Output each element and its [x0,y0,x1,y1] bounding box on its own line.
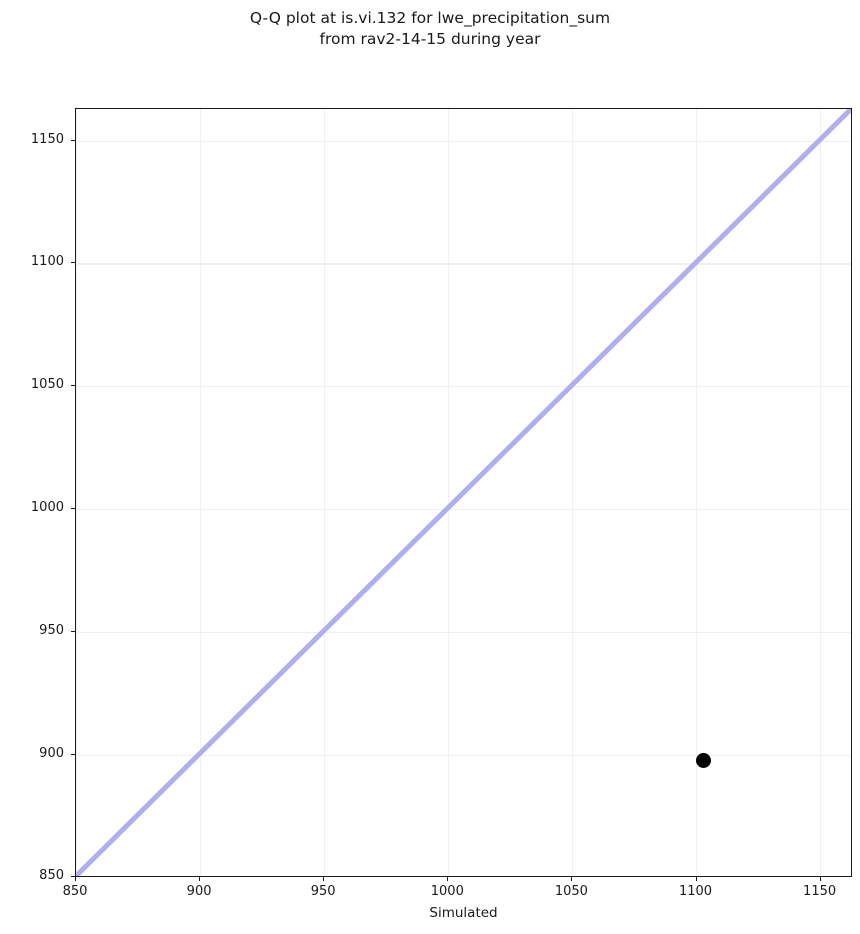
gridline-vertical [76,109,77,876]
gridline-vertical [199,109,201,876]
plot-area [75,108,852,877]
tick-label-x: 1100 [678,884,713,899]
tick-label-x: 1150 [803,884,837,899]
tick-mark-x [447,877,449,881]
gridline-vertical [820,109,822,876]
gridline-vertical [695,109,698,876]
tick-mark-y [71,508,75,510]
gridline-horizontal [76,754,851,756]
tick-label-y: 950 [39,622,64,638]
tick-mark-y [71,630,75,632]
tick-label-x: 950 [310,884,336,899]
data-point [696,753,711,768]
tick-label-x: 850 [62,884,88,899]
tick-label-y: 900 [39,745,64,761]
tick-label-x: 1000 [430,884,464,899]
x-axis-label: Simulated [429,905,498,921]
tick-label-y: 1100 [30,254,64,270]
tick-mark-x [819,877,821,881]
tick-mark-x [571,877,573,881]
gridline-vertical [447,109,449,876]
gridline-horizontal [76,140,851,142]
tick-mark-y [71,385,75,387]
tick-label-x: 900 [186,884,212,899]
gridline-horizontal [76,509,851,511]
tick-mark-x [695,877,697,881]
tick-mark-x [75,877,77,881]
tick-mark-x [323,877,325,881]
tick-mark-x [199,877,201,881]
gridline-horizontal [76,631,851,634]
tick-label-y: 1050 [30,377,64,393]
gridline-vertical [323,109,325,876]
tick-label-y: 1150 [30,131,64,147]
tick-mark-y [71,876,75,878]
tick-mark-y [71,753,75,755]
gridline-horizontal [76,263,851,265]
identity-reference-line [76,109,851,876]
tick-mark-y [71,262,75,264]
chart-title: Q-Q plot at is.vi.132 for lwe_precipitat… [249,9,611,48]
gridline-horizontal [76,386,851,388]
tick-label-y: 850 [39,868,64,884]
tick-label-y: 1000 [30,500,64,515]
tick-mark-y [71,139,75,141]
gridline-vertical [571,109,574,876]
tick-label-x: 1050 [554,884,588,899]
